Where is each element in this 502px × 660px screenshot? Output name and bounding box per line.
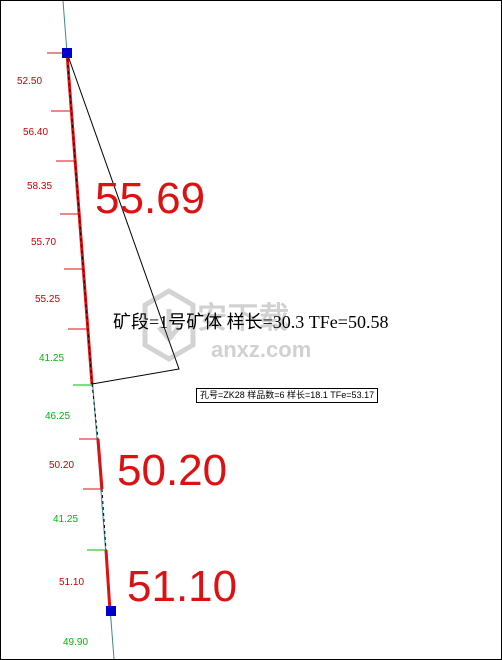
sample-label: 50.20	[49, 460, 75, 471]
ore-interval-2	[96, 438, 104, 490]
sample-label: 55.70	[31, 237, 57, 248]
hole-info-label[interactable]: 孔号=ZK28 样品数=6 样长=18.1 TFe=53.17	[196, 388, 379, 403]
orebody-outline	[66, 52, 180, 385]
collar-marker[interactable]	[62, 48, 72, 58]
watermark-brand: 安下载	[197, 302, 290, 335]
orebody-summary-label: 矿段=1号矿体 样长=30.3 TFe=50.58	[113, 312, 389, 332]
sample-label: 49.90	[63, 637, 89, 648]
watermark-domain: anxz.com	[211, 337, 312, 362]
sample-label: 52.50	[17, 76, 43, 87]
interval-grade-label: 55.69	[95, 174, 206, 223]
low-grade-interval-2-dash	[101, 488, 107, 551]
interval-grade-label: 50.20	[117, 446, 228, 495]
sample-label: 58.35	[27, 181, 53, 192]
sample-label: 56.40	[23, 127, 49, 138]
watermark-logo	[141, 287, 197, 368]
sample-label: 55.25	[35, 294, 61, 305]
interval-grade-label: 51.10	[127, 562, 238, 611]
sample-label: 41.25	[39, 353, 65, 364]
sample-label: 51.10	[59, 577, 85, 588]
sample-label: 41.25	[53, 514, 79, 525]
end-marker[interactable]	[106, 606, 116, 616]
sample-label: 46.25	[45, 411, 71, 422]
ore-interval-3	[104, 549, 112, 612]
